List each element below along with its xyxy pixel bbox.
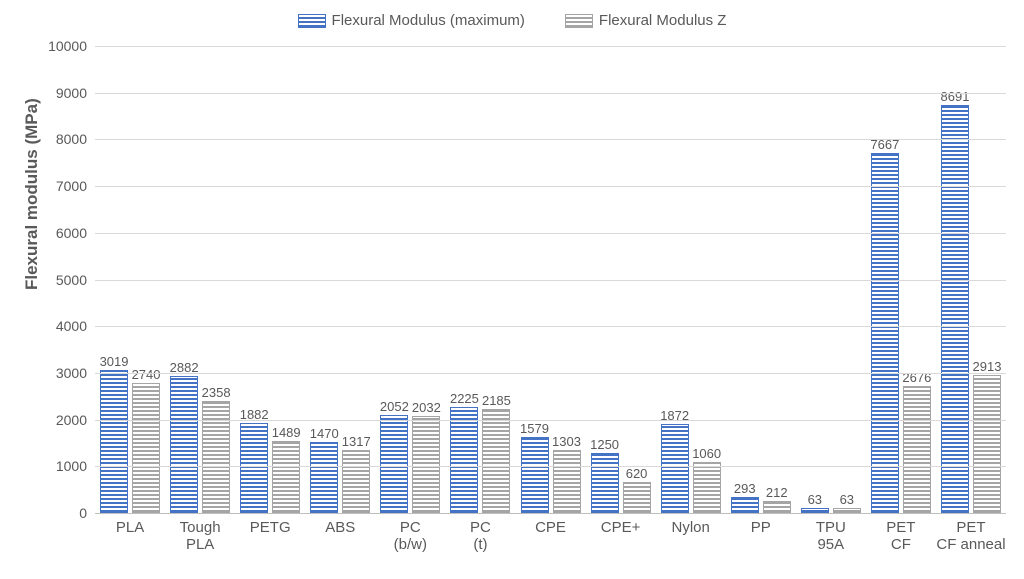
bar-series2: 2358 <box>202 401 230 513</box>
legend-swatch-series2 <box>565 14 593 28</box>
bar-series1: 293 <box>731 497 759 513</box>
bar-value-label: 1060 <box>692 446 721 463</box>
y-tick-label: 1000 <box>56 458 95 474</box>
y-tick-label: 6000 <box>56 225 95 241</box>
gridline <box>95 420 1006 421</box>
legend-item-series2: Flexural Modulus Z <box>565 12 727 29</box>
bar-value-label: 63 <box>840 492 854 509</box>
bar-series1: 2225 <box>450 407 478 513</box>
category-label: PC(t) <box>445 513 515 554</box>
bar-series1: 7667 <box>871 153 899 513</box>
bar-value-label: 2185 <box>482 393 511 410</box>
bar-value-label: 1250 <box>590 437 619 454</box>
gridline <box>95 513 1006 514</box>
y-tick-label: 2000 <box>56 412 95 428</box>
legend: Flexural Modulus (maximum) Flexural Modu… <box>0 12 1024 29</box>
bar-series2: 620 <box>623 482 651 513</box>
bar-series2: 1317 <box>342 450 370 514</box>
bar-value-label: 1303 <box>552 434 581 451</box>
gridline <box>95 373 1006 374</box>
y-tick-label: 7000 <box>56 178 95 194</box>
gridline <box>95 326 1006 327</box>
bar-value-label: 2052 <box>380 399 409 416</box>
legend-swatch-series1 <box>298 14 326 28</box>
bar-series1: 1579 <box>521 437 549 513</box>
category-label: Nylon <box>656 513 726 536</box>
category-label: CPE+ <box>586 513 656 536</box>
bar-series2: 2032 <box>412 416 440 513</box>
bar-series1: 3019 <box>100 370 128 513</box>
category-label: PETCF <box>866 513 936 554</box>
y-axis-title: Flexural modulus (MPa) <box>22 98 42 290</box>
y-tick-label: 0 <box>79 505 95 521</box>
bar-value-label: 2032 <box>412 400 441 417</box>
gridline <box>95 466 1006 467</box>
category-label: PC(b/w) <box>375 513 445 554</box>
bar-series1: 8691 <box>941 105 969 513</box>
y-tick-label: 8000 <box>56 131 95 147</box>
bar-series1: 1882 <box>240 423 268 513</box>
bar-value-label: 2358 <box>202 385 231 402</box>
bar-value-label: 1489 <box>272 425 301 442</box>
y-tick-label: 3000 <box>56 365 95 381</box>
bar-series1: 1872 <box>661 424 689 513</box>
category-label: TPU95A <box>796 513 866 554</box>
bar-value-label: 8691 <box>941 89 970 106</box>
gridline <box>95 280 1006 281</box>
bar-series2: 2913 <box>973 375 1001 513</box>
bar-series1: 2882 <box>170 376 198 513</box>
category-label: ABS <box>305 513 375 536</box>
category-label: PP <box>726 513 796 536</box>
bar-value-label: 1579 <box>520 421 549 438</box>
y-tick-label: 4000 <box>56 318 95 334</box>
bar-series2: 212 <box>763 501 791 513</box>
bar-series2: 2185 <box>482 409 510 513</box>
gridline <box>95 139 1006 140</box>
legend-label-series2: Flexural Modulus Z <box>599 12 727 29</box>
category-label: PETG <box>235 513 305 536</box>
bar-series2: 1303 <box>553 450 581 513</box>
bar-value-label: 3019 <box>100 354 129 371</box>
category-label: ToughPLA <box>165 513 235 554</box>
bar-series2: 1060 <box>693 462 721 514</box>
bar-value-label: 1872 <box>660 408 689 425</box>
category-label: PLA <box>95 513 165 536</box>
bar-series2: 2676 <box>903 386 931 513</box>
bar-series1: 1250 <box>591 453 619 513</box>
flexural-modulus-bar-chart: Flexural Modulus (maximum) Flexural Modu… <box>0 0 1024 579</box>
y-tick-label: 10000 <box>48 38 95 54</box>
y-tick-label: 9000 <box>56 85 95 101</box>
bar-value-label: 63 <box>808 492 822 509</box>
bar-value-label: 2882 <box>170 360 199 377</box>
gridline <box>95 233 1006 234</box>
y-tick-label: 5000 <box>56 272 95 288</box>
bar-value-label: 1882 <box>240 407 269 424</box>
bar-series1: 1470 <box>310 442 338 513</box>
bar-value-label: 2225 <box>450 391 479 408</box>
gridline <box>95 46 1006 47</box>
gridline <box>95 186 1006 187</box>
gridline <box>95 93 1006 94</box>
bar-value-label: 212 <box>766 485 788 502</box>
plot-area: 30192740PLA28822358ToughPLA18821489PETG1… <box>95 46 1006 513</box>
bar-value-label: 1317 <box>342 434 371 451</box>
legend-item-series1: Flexural Modulus (maximum) <box>298 12 525 29</box>
category-label: PETCF anneal <box>936 513 1006 554</box>
bar-series1: 2052 <box>380 415 408 513</box>
bar-series2: 1489 <box>272 441 300 513</box>
category-label: CPE <box>515 513 585 536</box>
bar-value-label: 1470 <box>310 426 339 443</box>
legend-label-series1: Flexural Modulus (maximum) <box>332 12 525 29</box>
bar-value-label: 620 <box>626 466 648 483</box>
bar-value-label: 2740 <box>132 367 161 384</box>
bar-value-label: 293 <box>734 481 756 498</box>
bar-series2: 2740 <box>132 383 160 513</box>
